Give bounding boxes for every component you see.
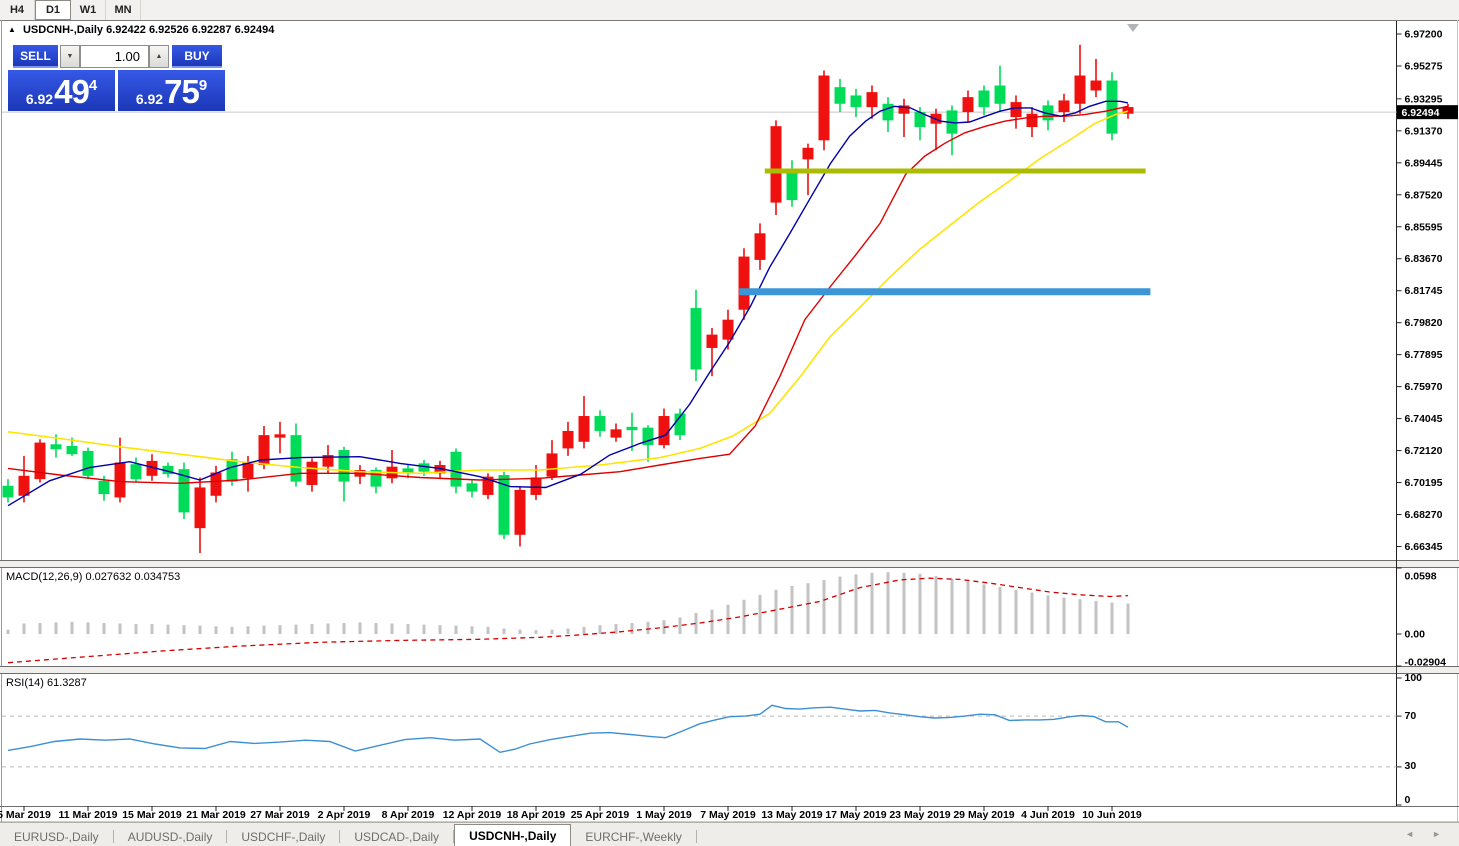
svg-text:6.77895: 6.77895 (1405, 349, 1443, 361)
chart-title: ▲ USDCNH-,Daily 6.92422 6.92526 6.92287 … (8, 24, 274, 36)
volume-input[interactable] (80, 45, 149, 68)
svg-text:18 Apr 2019: 18 Apr 2019 (507, 809, 566, 821)
chevron-up-icon: ▲ (155, 53, 163, 60)
tab-eurusd-daily[interactable]: EURUSD-,Daily (14, 829, 99, 844)
tab-usdchf-daily[interactable]: USDCHF-,Daily (241, 829, 326, 844)
svg-text:2 Apr 2019: 2 Apr 2019 (318, 809, 371, 821)
macd-signal-line (7, 577, 1129, 664)
svg-text:11 Mar 2019: 11 Mar 2019 (59, 809, 118, 821)
svg-text:6.87520: 6.87520 (1405, 189, 1443, 201)
tab-usdcad-daily[interactable]: USDCAD-,Daily (354, 829, 440, 844)
timeframe-button-w1[interactable]: W1 (71, 0, 106, 20)
svg-text:17 May 2019: 17 May 2019 (825, 809, 886, 821)
tab-usdcnh-daily[interactable]: USDCNH-,Daily (454, 824, 572, 846)
volume-increase-button[interactable]: ▲ (149, 45, 169, 68)
svg-text:6.66345: 6.66345 (1405, 541, 1443, 553)
chart-symbol-label: USDCNH-,Daily (22, 24, 104, 36)
svg-text:8 Apr 2019: 8 Apr 2019 (382, 809, 435, 821)
buy-price-prefix: 6.92 (135, 91, 164, 107)
svg-text:6.83670: 6.83670 (1405, 253, 1443, 265)
chart-frame (0, 20, 1459, 823)
tab-separator (339, 830, 341, 843)
chart-shift-marker-icon[interactable] (1127, 24, 1139, 32)
tab-audusd-daily[interactable]: AUDUSD-,Daily (127, 829, 213, 844)
tab-separator (695, 830, 697, 843)
svg-text:6.70195: 6.70195 (1405, 477, 1443, 489)
ma-fast-blue-line (7, 100, 1129, 507)
svg-text:0: 0 (1405, 794, 1411, 806)
svg-text:1 May 2019: 1 May 2019 (636, 809, 692, 821)
chart-canvas: MACD(12,26,9) 0.027632 0.034753 RSI(14) 6… (0, 20, 1459, 823)
svg-text:0.0598: 0.0598 (1405, 571, 1437, 583)
svg-text:21 Mar 2019: 21 Mar 2019 (186, 809, 246, 821)
chart-ohlc-values: 6.92422 6.92526 6.92287 6.92494 (106, 24, 275, 36)
svg-text:6.74045: 6.74045 (1405, 413, 1443, 425)
timeframe-button-mn[interactable]: MN (106, 0, 141, 20)
svg-text:6.91370: 6.91370 (1405, 125, 1443, 137)
svg-text:25 Apr 2019: 25 Apr 2019 (571, 809, 630, 821)
svg-text:6.72120: 6.72120 (1405, 445, 1443, 457)
svg-text:27 Mar 2019: 27 Mar 2019 (250, 809, 310, 821)
svg-text:6.92494: 6.92494 (1402, 107, 1440, 119)
svg-text:6.85595: 6.85595 (1405, 221, 1443, 233)
tab-scroll-right-icon[interactable]: ► (1432, 829, 1441, 839)
macd-label: MACD(12,26,9) 0.027632 0.034753 (6, 571, 180, 583)
sell-price-big: 49 (54, 73, 90, 110)
svg-text:30: 30 (1405, 760, 1417, 772)
rsi-label: RSI(14) 61.3287 (6, 677, 87, 689)
price-axis: 6.97200 6.95275 6.93295 6.91370 6.89445 6.875… (1396, 29, 1443, 553)
svg-text:-0.02904: -0.02904 (1405, 657, 1447, 669)
tab-scroll-controls: ◄ ► (1405, 828, 1441, 840)
buy-button[interactable]: BUY (172, 45, 222, 68)
tab-scroll-left-icon[interactable]: ◄ (1405, 829, 1415, 839)
svg-text:6.95275: 6.95275 (1405, 60, 1443, 72)
one-click-trading-panel: SELL ▼ ▲ BUY 6.92 49 4 6.92 75 9 (8, 44, 227, 111)
sell-price-sup: 4 (88, 77, 98, 94)
chart-tab-bar: EURUSD-,Daily AUDUSD-,Daily USDCHF-,Dail… (0, 822, 1459, 846)
rsi-line (7, 704, 1129, 754)
svg-text:6.68270: 6.68270 (1405, 509, 1443, 521)
svg-text:29 May 2019: 29 May 2019 (953, 809, 1014, 821)
svg-text:70: 70 (1405, 710, 1417, 722)
date-axis: 5 Mar 2019 11 Mar 2019 15 Mar 2019 21 Mar 2… (0, 806, 1142, 821)
ma-mid-red-line (7, 105, 1129, 485)
current-price-badge: 6.92494 (1397, 105, 1458, 120)
panel-collapse-icon[interactable]: ▲ (8, 25, 16, 34)
buy-price-sup: 9 (198, 77, 208, 94)
volume-decrease-button[interactable]: ▼ (60, 45, 80, 68)
svg-text:100: 100 (1405, 672, 1423, 684)
sell-price-button[interactable]: 6.92 49 4 (8, 70, 115, 111)
chevron-down-icon: ▼ (66, 53, 74, 60)
rsi-pane: RSI(14) 61.3287 (2, 677, 1397, 768)
svg-text:6.93295: 6.93295 (1405, 93, 1443, 105)
svg-text:6.97200: 6.97200 (1405, 29, 1443, 41)
tab-eurchf-weekly[interactable]: EURCHF-,Weekly (585, 829, 682, 844)
tab-separator (226, 830, 228, 843)
tab-separator (453, 830, 455, 843)
svg-text:13 May 2019: 13 May 2019 (761, 809, 822, 821)
sell-price-prefix: 6.92 (25, 91, 54, 107)
macd-pane: MACD(12,26,9) 0.027632 0.034753 (6, 571, 1130, 634)
svg-text:6.81745: 6.81745 (1405, 285, 1443, 297)
timeframe-toolbar: H4 D1 W1 MN (0, 0, 1459, 21)
svg-text:6.79820: 6.79820 (1405, 317, 1443, 329)
svg-text:0.00: 0.00 (1405, 629, 1426, 641)
buy-price-big: 75 (164, 73, 200, 110)
indicator-axes: 0.0598 0.00 -0.02904 100 70 30 0 (1396, 567, 1447, 806)
sell-button[interactable]: SELL (13, 45, 58, 68)
svg-text:4 Jun 2019: 4 Jun 2019 (1021, 809, 1075, 821)
svg-text:10 Jun 2019: 10 Jun 2019 (1082, 809, 1142, 821)
svg-text:7 May 2019: 7 May 2019 (700, 809, 756, 821)
svg-text:12 Apr 2019: 12 Apr 2019 (443, 809, 502, 821)
svg-text:15 Mar 2019: 15 Mar 2019 (122, 809, 182, 821)
svg-text:5 Mar 2019: 5 Mar 2019 (0, 809, 51, 821)
tab-separator (112, 830, 114, 843)
svg-text:6.89445: 6.89445 (1405, 157, 1443, 169)
svg-text:23 May 2019: 23 May 2019 (889, 809, 950, 821)
timeframe-button-h4[interactable]: H4 (0, 0, 35, 20)
timeframe-button-d1[interactable]: D1 (35, 0, 71, 20)
svg-text:6.75970: 6.75970 (1405, 381, 1443, 393)
buy-price-button[interactable]: 6.92 75 9 (118, 70, 225, 111)
